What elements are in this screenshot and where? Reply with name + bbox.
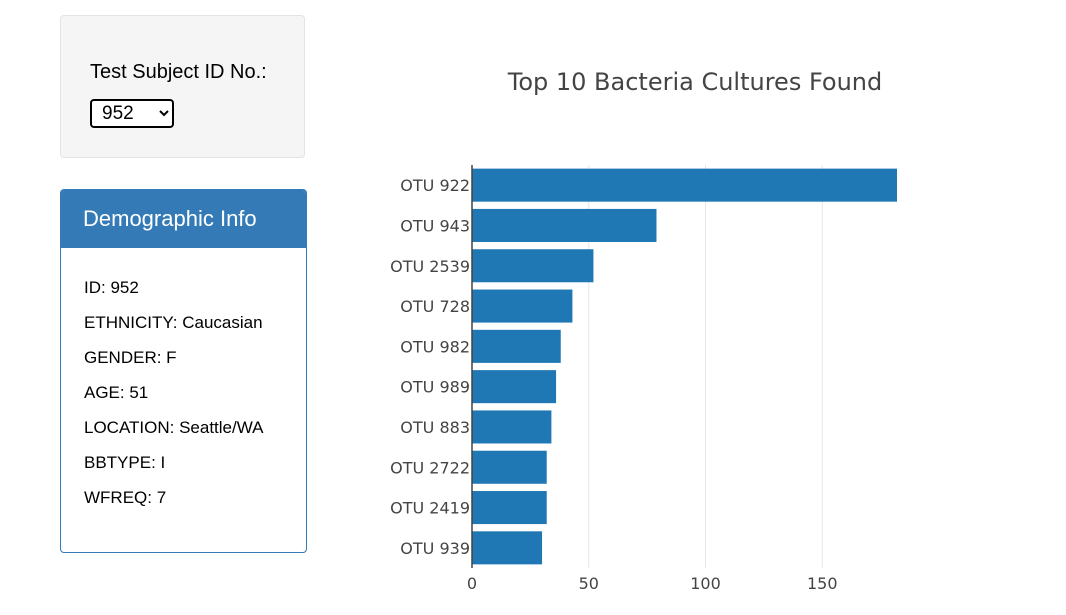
subject-id-select[interactable]: 952 <box>90 99 174 128</box>
y-tick-label: OTU 728 <box>400 297 470 316</box>
x-tick-labels: 0 50 100 150 <box>467 574 838 593</box>
demographic-age: AGE: 51 <box>84 383 149 402</box>
bars <box>472 168 897 565</box>
bar[interactable] <box>472 208 657 242</box>
x-tick-label: 50 <box>579 574 599 593</box>
bar[interactable] <box>472 249 594 283</box>
y-tick-label: OTU 939 <box>400 539 470 558</box>
y-tick-label: OTU 883 <box>400 418 470 437</box>
demographic-heading: Demographic Info <box>61 190 306 248</box>
demographic-ethnicity: ETHNICITY: Caucasian <box>84 313 263 332</box>
y-tick-label: OTU 2539 <box>390 257 470 276</box>
bar[interactable] <box>472 410 552 444</box>
demographic-bbtype: BBTYPE: I <box>84 453 166 472</box>
demographic-location: LOCATION: Seattle/WA <box>84 418 264 437</box>
y-tick-label: OTU 2722 <box>390 458 470 477</box>
x-tick-label: 0 <box>467 574 477 593</box>
y-tick-labels: OTU 922 OTU 943 OTU 2539 OTU 728 OTU 982 OTU … <box>390 176 470 558</box>
subject-id-label: Test Subject ID No.: <box>90 61 267 83</box>
y-tick-label: OTU 943 <box>400 216 470 235</box>
demographic-body: ID: 952 ETHNICITY: Caucasian GENDER: F A… <box>61 248 306 523</box>
demographic-panel: Demographic Info ID: 952 ETHNICITY: Cauc… <box>60 189 307 553</box>
demographic-gender: GENDER: F <box>84 348 177 367</box>
demographic-id: ID: 952 <box>84 278 139 297</box>
subject-selector-panel: Test Subject ID No.: 952 <box>60 15 305 158</box>
bar[interactable] <box>472 329 561 363</box>
demographic-wfreq: WFREQ: 7 <box>84 488 167 507</box>
bar[interactable] <box>472 168 897 202</box>
x-tick-label: 150 <box>807 574 838 593</box>
y-tick-label: OTU 989 <box>400 378 470 397</box>
bar[interactable] <box>472 531 543 565</box>
y-tick-label: OTU 2419 <box>390 499 470 518</box>
bar[interactable] <box>472 370 557 404</box>
y-tick-label: OTU 922 <box>400 176 470 195</box>
top10-bar-chart: Top 10 Bacteria Cultures Found OTU 922OT… <box>390 68 897 593</box>
bar[interactable] <box>472 289 573 323</box>
chart-title: Top 10 Bacteria Cultures Found <box>507 68 883 96</box>
bar[interactable] <box>472 491 547 525</box>
bar[interactable] <box>472 450 547 484</box>
x-tick-label: 100 <box>690 574 721 593</box>
y-tick-label: OTU 982 <box>400 337 470 356</box>
